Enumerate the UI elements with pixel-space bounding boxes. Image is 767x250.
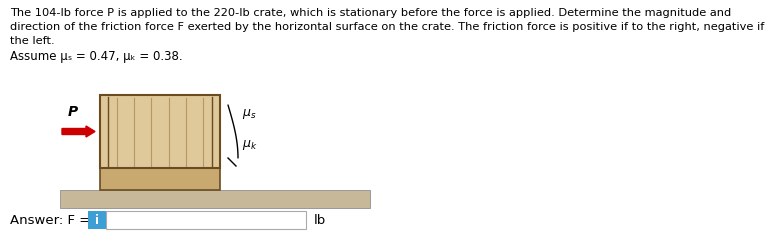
Bar [60, 190, 370, 208]
Bar [100, 168, 220, 190]
Bar [88, 211, 106, 229]
Text: Answer: F =: Answer: F = [10, 214, 94, 226]
Bar [100, 95, 220, 168]
FancyArrow shape [62, 126, 95, 137]
Text: P: P [68, 104, 78, 118]
Text: $\mu_k$: $\mu_k$ [242, 138, 258, 151]
Bar [106, 211, 306, 229]
Text: The 104-lb force P is applied to the 220-lb crate, which is stationary before th: The 104-lb force P is applied to the 220… [10, 8, 731, 18]
Text: the left.: the left. [10, 36, 54, 46]
Text: $\mu_s$: $\mu_s$ [242, 107, 256, 121]
Text: Assume μₛ = 0.47, μₖ = 0.38.: Assume μₛ = 0.47, μₖ = 0.38. [10, 50, 183, 63]
Text: i: i [95, 214, 99, 226]
Text: lb: lb [314, 214, 326, 226]
Bar [100, 95, 220, 168]
Text: direction of the friction force F exerted by the horizontal surface on the crate: direction of the friction force F exerte… [10, 22, 767, 32]
